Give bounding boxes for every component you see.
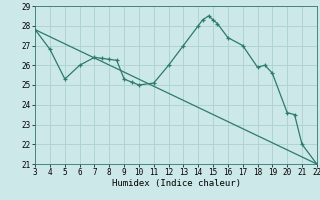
X-axis label: Humidex (Indice chaleur): Humidex (Indice chaleur) <box>111 179 241 188</box>
